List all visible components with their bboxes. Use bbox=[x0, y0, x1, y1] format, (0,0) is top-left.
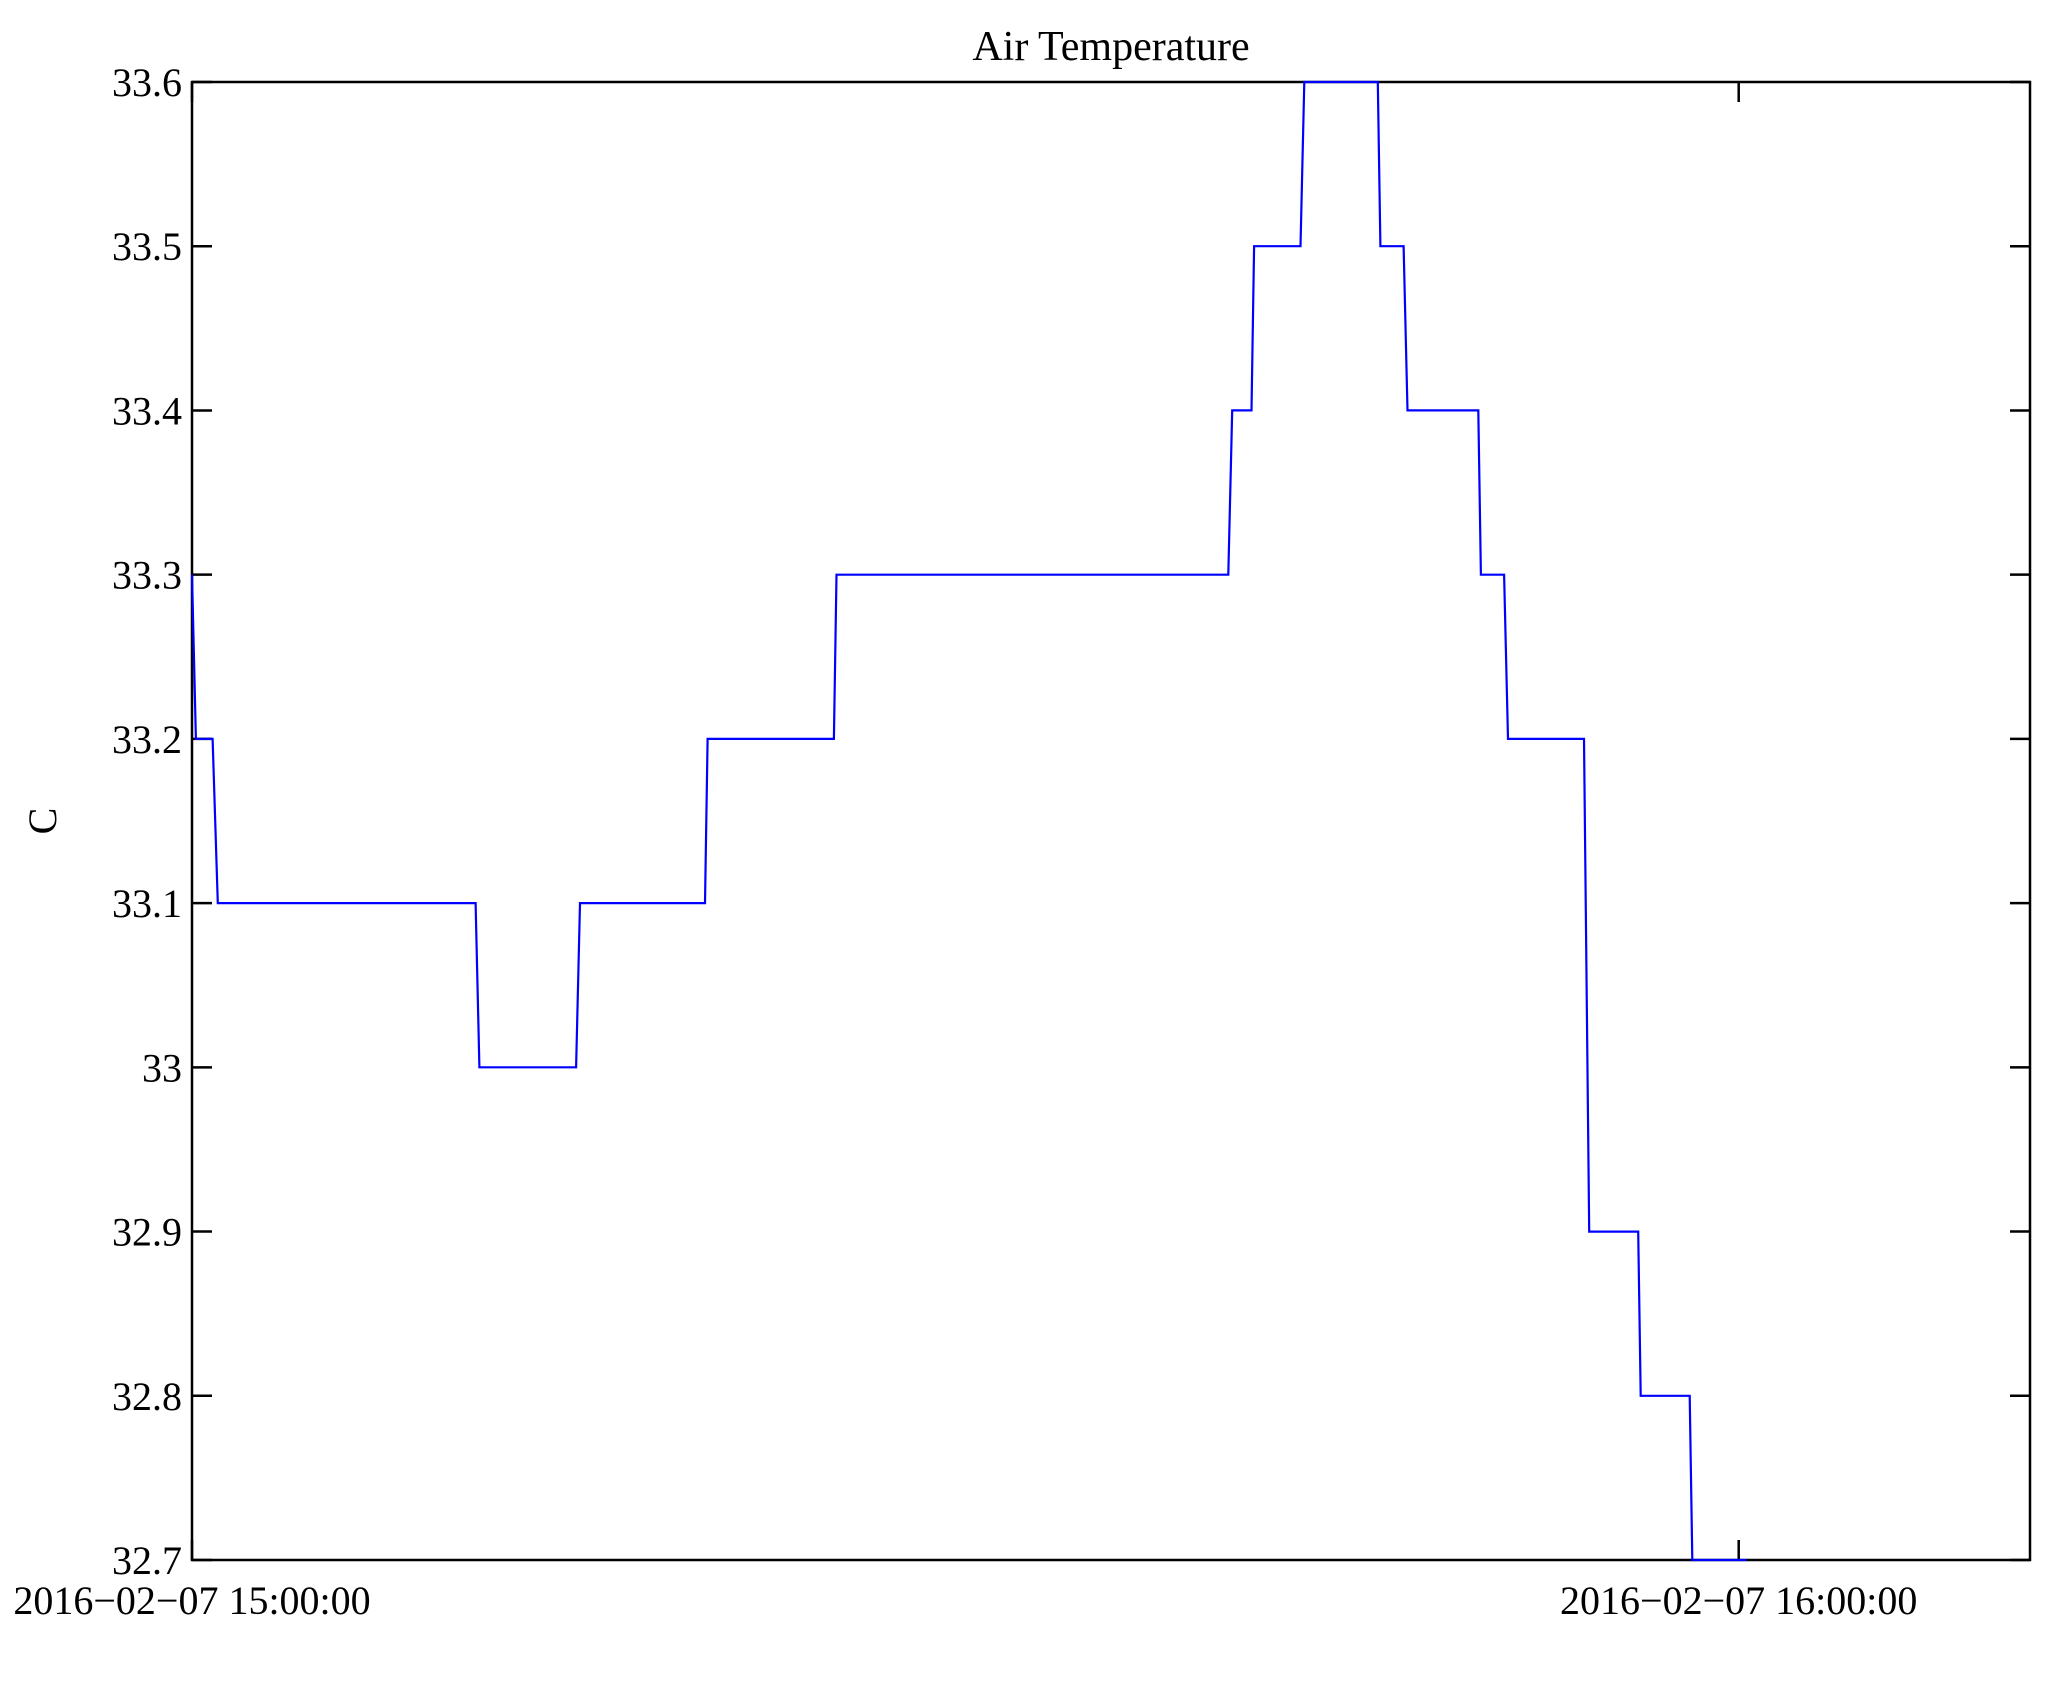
axes bbox=[190, 80, 2032, 1562]
y-tick-label: 33.2 bbox=[112, 717, 182, 762]
chart-title: Air Temperature bbox=[972, 24, 1249, 70]
y-tick-label: 32.9 bbox=[112, 1210, 182, 1255]
y-tick-label: 33 bbox=[142, 1045, 182, 1090]
y-tick-label: 33.1 bbox=[112, 881, 182, 926]
y-tick-label: 33.4 bbox=[112, 388, 182, 433]
axis-tick-labels: 33.633.533.433.333.233.13332.932.832.720… bbox=[13, 60, 1917, 1623]
y-tick-label: 32.8 bbox=[112, 1374, 182, 1419]
axis-ticks bbox=[190, 80, 2030, 1562]
y-axis-label: C bbox=[20, 808, 65, 835]
x-tick-label: 2016−02−07 16:00:00 bbox=[1560, 1578, 1917, 1623]
y-tick-label: 33.6 bbox=[112, 60, 182, 105]
y-tick-label: 33.3 bbox=[112, 553, 182, 598]
temperature-series bbox=[190, 80, 1747, 1562]
y-tick-label: 33.5 bbox=[112, 224, 182, 269]
y-tick-label: 32.7 bbox=[112, 1538, 182, 1583]
x-tick-label: 2016−02−07 15:00:00 bbox=[13, 1578, 370, 1623]
plot-box bbox=[190, 80, 2032, 1562]
temperature-line bbox=[190, 80, 1747, 1562]
